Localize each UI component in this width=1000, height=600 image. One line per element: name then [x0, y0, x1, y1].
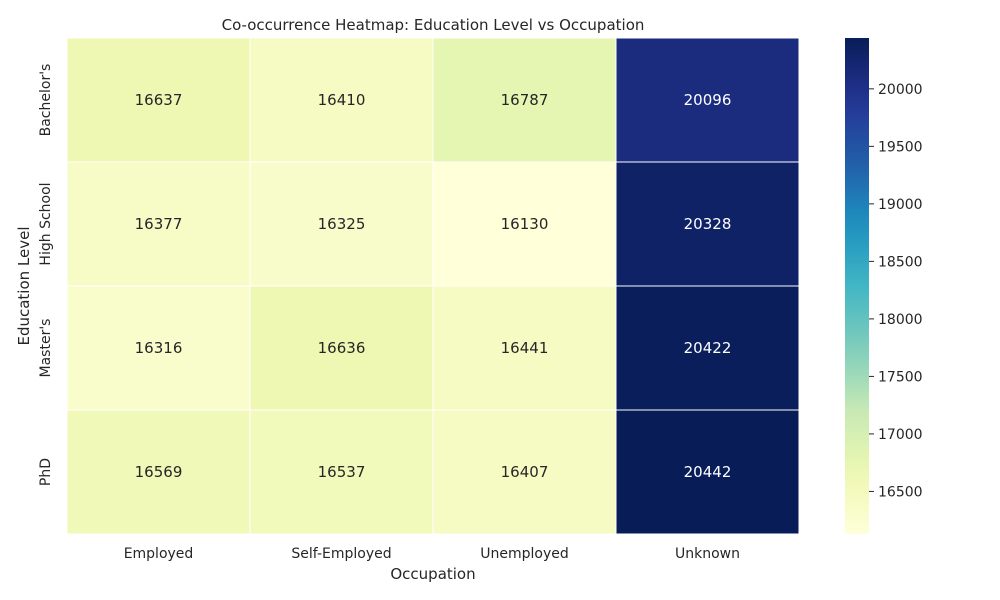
cell-value-label: 16377	[135, 215, 183, 233]
colorbar-tick-label: 17000	[878, 427, 923, 443]
cell-value-label: 16636	[318, 339, 366, 357]
colorbar-tick-label: 16500	[878, 484, 923, 500]
cell-value-label: 16410	[318, 91, 366, 109]
cell-value-label: 20422	[684, 339, 732, 357]
x-tick-label: Unknown	[675, 546, 740, 562]
cell-value-label: 20096	[684, 91, 732, 109]
colorbar-tick-label: 19000	[878, 197, 923, 213]
y-tick-labels: Bachelor's High School Master's PhD	[38, 64, 54, 486]
heatmap-cell	[66, 37, 251, 163]
heatmap-cell	[615, 285, 800, 411]
heatmap-cell	[432, 161, 617, 287]
y-tick-label: High School	[38, 182, 54, 265]
cell-value-label: 16316	[135, 339, 183, 357]
colorbar-tick-label: 17500	[878, 369, 923, 385]
colorbar-tick-label: 18500	[878, 254, 923, 270]
y-tick-label: PhD	[38, 458, 54, 486]
x-tick-label: Self-Employed	[291, 546, 391, 562]
x-axis-label: Occupation	[390, 565, 475, 583]
cell-value-label: 16407	[501, 463, 549, 481]
heatmap-cell	[66, 409, 251, 535]
heatmap-cells: 16637 16410 16787 20096 16377 16325 16130 20328…	[66, 37, 800, 535]
cell-value-label: 16537	[318, 463, 366, 481]
cell-value-label: 16637	[135, 91, 183, 109]
cell-value-label: 20442	[684, 463, 732, 481]
colorbar-tick-label: 18000	[878, 312, 923, 328]
heatmap-cell	[249, 37, 434, 163]
heatmap-cell	[615, 409, 800, 535]
cell-value-label: 16325	[318, 215, 366, 233]
x-tick-label: Employed	[124, 546, 194, 562]
heatmap-cell	[249, 285, 434, 411]
cell-value-label: 16787	[501, 91, 549, 109]
heatmap-cell	[249, 409, 434, 535]
heatmap-cell	[432, 409, 617, 535]
colorbar-tick-label: 19500	[878, 139, 923, 155]
heatmap-cell	[66, 161, 251, 287]
cell-value-label: 16441	[501, 339, 549, 357]
colorbar-gradient	[845, 38, 869, 534]
cell-value-label: 20328	[684, 215, 732, 233]
x-tick-labels: Employed Self-Employed Unemployed Unknown	[124, 546, 740, 562]
cell-value-label: 16569	[135, 463, 183, 481]
heatmap-cell	[249, 161, 434, 287]
cell-value-label: 16130	[501, 215, 549, 233]
colorbar: 16500 17000 17500 18000 18500 19000 19500 20000	[845, 38, 923, 534]
heatmap-cell	[615, 161, 800, 287]
chart-title: Co-occurrence Heatmap: Education Level v…	[222, 16, 645, 34]
heatmap-cell	[615, 37, 800, 163]
heatmap-cell	[432, 37, 617, 163]
y-tick-label: Master's	[38, 319, 54, 378]
y-tick-label: Bachelor's	[38, 64, 54, 137]
x-tick-label: Unemployed	[480, 546, 569, 562]
y-axis-label: Education Level	[15, 226, 33, 345]
colorbar-tick-label: 20000	[878, 82, 923, 98]
